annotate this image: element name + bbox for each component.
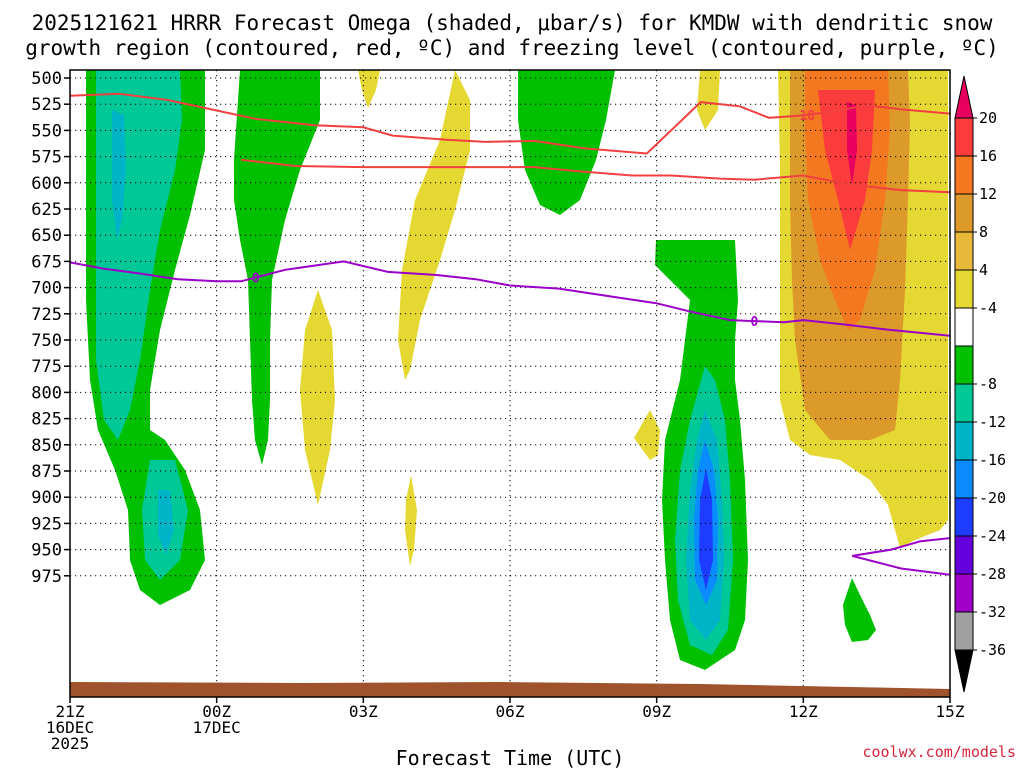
chart-title-line1: 2025121621 HRRR Forecast Omega (shaded, … bbox=[32, 11, 993, 35]
omega-region-pos4-04z bbox=[398, 70, 470, 380]
y-tick-label: 725 bbox=[31, 305, 62, 325]
colorbar-swatch bbox=[954, 307, 974, 347]
ground-surface bbox=[70, 682, 950, 697]
y-tick-label: 825 bbox=[31, 410, 62, 430]
colorbar-swatch bbox=[954, 421, 974, 461]
y-tick-label: 800 bbox=[31, 383, 62, 403]
colorbar-swatch bbox=[954, 117, 974, 157]
x-tick-label: 03Z bbox=[349, 702, 378, 721]
chart-title-line2: growth region (contoured, red, ºC) and f… bbox=[25, 36, 999, 60]
colorbar-label: 12 bbox=[979, 185, 997, 203]
y-tick-label: 950 bbox=[31, 541, 62, 561]
y-tick-label: 600 bbox=[31, 174, 62, 194]
y-tick-label: 775 bbox=[31, 357, 62, 377]
freezing-level-label-2: 0 bbox=[751, 315, 759, 330]
y-tick-label: 650 bbox=[31, 226, 62, 246]
colorbar-swatch bbox=[954, 573, 974, 613]
omega-region-pos20-right bbox=[847, 102, 857, 185]
freezing-level-contour bbox=[69, 260, 951, 337]
dgz-contour-label: -18 bbox=[792, 109, 816, 124]
colorbar-label: -24 bbox=[979, 527, 1006, 545]
colorbar-label: -12 bbox=[979, 413, 1006, 431]
omega-region-pos4-04z-low bbox=[405, 475, 417, 566]
omega-region-pos4-03z bbox=[358, 70, 380, 108]
y-tick-label: 700 bbox=[31, 279, 62, 299]
freezing-level-lower-contour bbox=[852, 537, 951, 557]
colorbar-label: -20 bbox=[979, 489, 1006, 507]
colorbar-cap-bottom bbox=[954, 649, 974, 693]
x-tick-label: 09Z bbox=[642, 702, 671, 721]
colorbar-swatch bbox=[954, 383, 974, 423]
x-tick-label: 21Z bbox=[56, 702, 85, 721]
y-tick-label: 900 bbox=[31, 488, 62, 508]
colorbar-label: -16 bbox=[979, 451, 1006, 469]
x-tick-label: 2025 bbox=[51, 734, 90, 753]
colorbar-swatch bbox=[954, 193, 974, 233]
y-tick-label: 500 bbox=[31, 69, 62, 89]
x-tick-label: 16DEC bbox=[46, 718, 94, 737]
freezing-level-lower-tail bbox=[851, 554, 951, 576]
colorbar-label: -4 bbox=[979, 299, 997, 317]
colorbar-label: 8 bbox=[979, 223, 988, 241]
omega-region-pos4-02z bbox=[300, 290, 335, 505]
y-tick-label: 850 bbox=[31, 436, 62, 456]
colorbar-swatch bbox=[954, 535, 974, 575]
y-tick-label: 550 bbox=[31, 121, 62, 141]
colorbar-swatch bbox=[954, 459, 974, 499]
omega-region-pos4-0730z bbox=[634, 410, 660, 460]
x-tick-label: 17DEC bbox=[193, 718, 241, 737]
dgz-top-contour bbox=[69, 92, 951, 155]
omega-region-pos4-08z bbox=[697, 70, 720, 130]
omega-region-neg20-10z bbox=[699, 468, 713, 590]
colorbar-label: 20 bbox=[979, 109, 997, 127]
y-tick-label: 625 bbox=[31, 200, 62, 220]
colorbar-swatch bbox=[954, 345, 974, 385]
x-axis-label: Forecast Time (UTC) bbox=[396, 746, 625, 768]
x-tick-label: 15Z bbox=[936, 702, 965, 721]
colorbar-swatch bbox=[954, 155, 974, 195]
colorbar-swatch bbox=[954, 497, 974, 537]
plot-area: -18 0 0 bbox=[69, 69, 951, 698]
y-tick-label: 575 bbox=[31, 148, 62, 168]
colorbar-label: -32 bbox=[979, 603, 1006, 621]
colorbar-label: -28 bbox=[979, 565, 1006, 583]
omega-region-neg4-06z bbox=[518, 70, 615, 215]
omega-region-neg12-left bbox=[112, 110, 126, 240]
contours: -18 0 0 bbox=[69, 92, 951, 576]
colorbar: 20 16 12 8 4 -4 -8 -12 -16 -20 -24 -28 -32 -36 bbox=[954, 75, 1006, 693]
colorbar-swatch bbox=[954, 269, 974, 309]
grid bbox=[70, 70, 950, 697]
omega-region-neg12-lower-left bbox=[158, 490, 174, 555]
dgz-bottom-contour bbox=[240, 158, 951, 194]
y-tick-label: 675 bbox=[31, 252, 62, 272]
colorbar-cap-top bbox=[954, 75, 974, 119]
x-tick-label: 12Z bbox=[789, 702, 818, 721]
credit-text: coolwx.com/models bbox=[862, 743, 1016, 761]
y-tick-label: 975 bbox=[31, 567, 62, 587]
y-axis: 500 525 550 575 600 625 650 675 700 725 750 775 800 8… bbox=[31, 69, 70, 587]
omega-region-neg4-13z bbox=[843, 578, 876, 642]
y-tick-label: 750 bbox=[31, 331, 62, 351]
x-tick-label: 06Z bbox=[496, 702, 525, 721]
y-tick-label: 925 bbox=[31, 514, 62, 534]
y-tick-label: 875 bbox=[31, 462, 62, 482]
freezing-level-label: 0 bbox=[252, 271, 260, 286]
y-tick-label: 525 bbox=[31, 95, 62, 115]
colorbar-label: -8 bbox=[979, 375, 997, 393]
x-tick-label: 00Z bbox=[202, 702, 231, 721]
colorbar-swatch bbox=[954, 231, 974, 271]
colorbar-label: 4 bbox=[979, 261, 988, 279]
colorbar-label: -36 bbox=[979, 641, 1006, 659]
colorbar-swatch bbox=[954, 611, 974, 651]
colorbar-label: 16 bbox=[979, 147, 997, 165]
